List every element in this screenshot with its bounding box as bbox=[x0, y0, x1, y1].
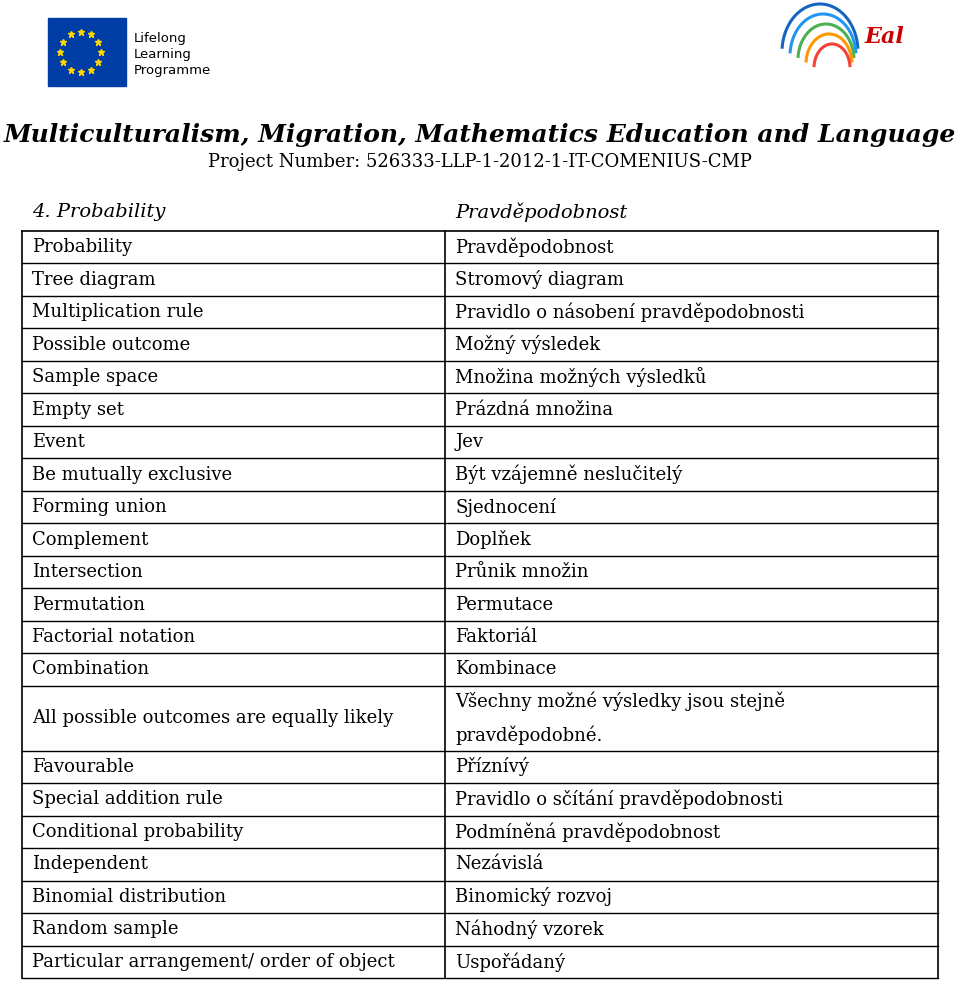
Text: Binomický rozvoj: Binomický rozvoj bbox=[455, 888, 612, 907]
Text: Project Number: 526333-LLP-1-2012-1-IT-COMENIUS-CMP: Project Number: 526333-LLP-1-2012-1-IT-C… bbox=[208, 153, 752, 171]
Text: Special addition rule: Special addition rule bbox=[32, 790, 223, 808]
Text: Pravidlo o sčítání pravděpodobnosti: Pravidlo o sčítání pravděpodobnosti bbox=[455, 789, 783, 809]
Text: Pravidlo o násobení pravděpodobnosti: Pravidlo o násobení pravděpodobnosti bbox=[455, 302, 804, 322]
Text: 4. Probability: 4. Probability bbox=[32, 203, 165, 221]
Text: Possible outcome: Possible outcome bbox=[32, 336, 190, 354]
Text: Nezávislá: Nezávislá bbox=[455, 855, 543, 874]
Text: Independent: Independent bbox=[32, 855, 148, 874]
Text: Event: Event bbox=[32, 433, 84, 451]
Text: Jev: Jev bbox=[455, 433, 483, 451]
Text: Be mutually exclusive: Be mutually exclusive bbox=[32, 465, 232, 484]
Text: Kombinace: Kombinace bbox=[455, 660, 557, 679]
Text: All possible outcomes are equally likely: All possible outcomes are equally likely bbox=[32, 709, 394, 728]
Text: Lifelong: Lifelong bbox=[134, 32, 187, 45]
Text: Learning: Learning bbox=[134, 48, 192, 61]
Text: Eal: Eal bbox=[865, 26, 905, 48]
Text: Všechny možné výsledky jsou stejně: Všechny možné výsledky jsou stejně bbox=[455, 692, 785, 711]
Text: Combination: Combination bbox=[32, 660, 149, 679]
Text: Permutace: Permutace bbox=[455, 595, 553, 613]
Text: Pravděpodobnost: Pravděpodobnost bbox=[455, 238, 613, 257]
Text: Empty set: Empty set bbox=[32, 401, 124, 418]
Text: Pravděpodobnost: Pravděpodobnost bbox=[455, 202, 628, 222]
Text: Možný výsledek: Možný výsledek bbox=[455, 335, 600, 354]
Text: Být vzájemně neslučitelý: Být vzájemně neslučitelý bbox=[455, 465, 683, 484]
Text: Random sample: Random sample bbox=[32, 920, 179, 938]
Text: Particular arrangement/ order of object: Particular arrangement/ order of object bbox=[32, 953, 395, 971]
Text: Náhodný vzorek: Náhodný vzorek bbox=[455, 919, 604, 939]
Text: pravděpodobné.: pravděpodobné. bbox=[455, 726, 603, 745]
Text: Prázdná množina: Prázdná množina bbox=[455, 401, 613, 418]
Text: Příznívý: Příznívý bbox=[455, 757, 529, 776]
Text: Programme: Programme bbox=[134, 64, 211, 77]
Text: Faktoriál: Faktoriál bbox=[455, 628, 538, 646]
Text: Complement: Complement bbox=[32, 531, 149, 549]
Text: Sample space: Sample space bbox=[32, 368, 158, 386]
FancyBboxPatch shape bbox=[48, 18, 126, 86]
Text: Probability: Probability bbox=[32, 239, 132, 256]
Text: Multiculturalism, Migration, Mathematics Education and Language: Multiculturalism, Migration, Mathematics… bbox=[4, 123, 956, 147]
Text: Intersection: Intersection bbox=[32, 563, 143, 581]
Text: Podmíněná pravděpodobnost: Podmíněná pravděpodobnost bbox=[455, 822, 720, 842]
Text: Favourable: Favourable bbox=[32, 757, 134, 776]
Text: Doplňek: Doplňek bbox=[455, 530, 531, 549]
Text: Multiplication rule: Multiplication rule bbox=[32, 303, 204, 321]
Text: Conditional probability: Conditional probability bbox=[32, 823, 243, 841]
Text: Tree diagram: Tree diagram bbox=[32, 270, 156, 288]
Text: Factorial notation: Factorial notation bbox=[32, 628, 195, 646]
Text: Binomial distribution: Binomial distribution bbox=[32, 888, 227, 906]
Text: Permutation: Permutation bbox=[32, 595, 145, 613]
Text: Sjednocení: Sjednocení bbox=[455, 498, 556, 517]
Text: Forming union: Forming union bbox=[32, 498, 167, 516]
Text: Uspořádaný: Uspořádaný bbox=[455, 952, 565, 971]
Text: Množina možných výsledků: Množina možných výsledků bbox=[455, 367, 707, 387]
Text: Průnik množin: Průnik množin bbox=[455, 563, 588, 581]
Text: Stromový diagram: Stromový diagram bbox=[455, 270, 624, 289]
